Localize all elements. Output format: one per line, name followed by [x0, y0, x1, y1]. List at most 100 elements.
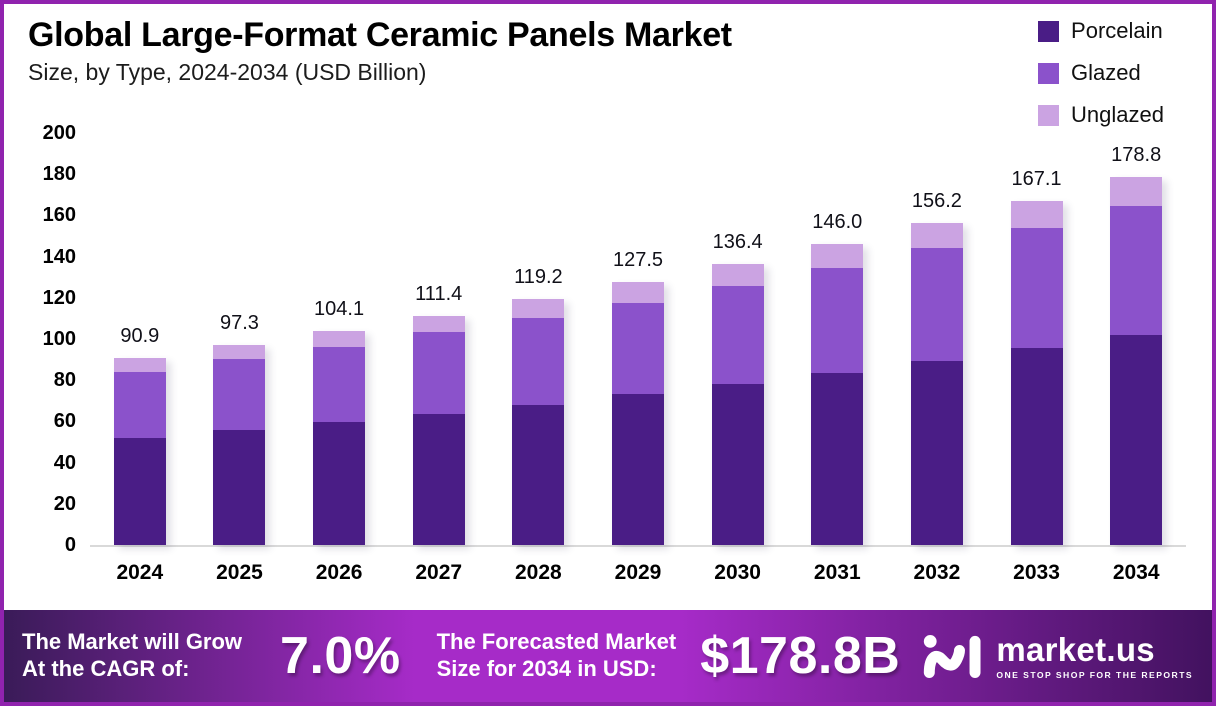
x-axis-tick-label: 2029 [614, 561, 662, 584]
bar-total-label: 90.9 [120, 324, 160, 347]
bar-segment-unglazed [612, 282, 664, 304]
forecast-label-line2: Size for 2034 in USD: [436, 656, 657, 681]
bar-segment-unglazed [412, 315, 465, 333]
y-axis-tick-label: 180 [42, 163, 76, 186]
bar-2027 [412, 315, 465, 545]
x-axis-tick-label: 2028 [515, 561, 562, 584]
bar-total-label: 97.3 [219, 311, 259, 334]
cagr-label-line2: At the CAGR of: [22, 656, 190, 681]
bar-total-label: 146.0 [812, 211, 863, 234]
page-title: Global Large-Format Ceramic Panels Marke… [28, 16, 732, 54]
marketus-logo-icon [924, 634, 981, 678]
bar-segment-glazed [113, 372, 166, 439]
bar-segment-porcelain [113, 438, 166, 545]
bar-segment-glazed [711, 285, 764, 385]
bar-segment-unglazed [512, 299, 565, 318]
legend-item-porcelain: Porcelain [1038, 18, 1164, 44]
brand-logo: market.us ONE STOP SHOP FOR THE REPORTS [922, 631, 1193, 681]
x-axis-tick-label: 2026 [315, 561, 363, 584]
bar-segment-unglazed [711, 264, 764, 286]
bar-total-label: 111.4 [415, 282, 463, 305]
forecast-value: $178.8B [700, 627, 901, 685]
bar-2024 [113, 357, 166, 545]
x-axis-tick-label: 2027 [415, 561, 463, 584]
legend-swatch-unglazed [1038, 104, 1060, 126]
bar-segment-unglazed [811, 244, 864, 268]
footer-banner: The Market will Grow At the CAGR of: 7.0… [4, 610, 1212, 702]
bar-total-label: 167.1 [1011, 167, 1062, 190]
y-axis-tick-label: 20 [53, 492, 76, 515]
y-axis-tick-label: 40 [53, 451, 76, 474]
x-axis-tick-label: 2024 [116, 561, 164, 584]
bar-segment-porcelain [1110, 335, 1163, 545]
page-subtitle: Size, by Type, 2024-2034 (USD Billion) [28, 58, 427, 85]
stacked-bar-chart: 0 20 40 60 80 100 120 140 160 180 200 90.9 2024 97.3 2… [20, 118, 1200, 598]
y-axis-tick-label: 60 [53, 410, 76, 433]
bar-total-label: 156.2 [911, 190, 962, 213]
brand-tagline: ONE STOP SHOP FOR THE REPORTS [996, 669, 1194, 680]
legend: Porcelain Glazed Unglazed [1038, 18, 1164, 144]
bar-2033 [1010, 200, 1063, 545]
bar-segment-porcelain [412, 414, 465, 545]
y-axis-tick-label: 120 [42, 286, 76, 309]
legend-label-glazed: Glazed [1071, 60, 1141, 85]
legend-label-porcelain: Porcelain [1071, 18, 1163, 43]
bar-segment-porcelain [612, 394, 664, 545]
bar-2031 [811, 244, 864, 545]
bar-2025 [213, 344, 266, 545]
bar-segment-glazed [910, 248, 963, 362]
bar-segment-unglazed [1010, 200, 1063, 228]
y-axis-tick-label: 80 [53, 369, 76, 392]
x-axis-line [90, 545, 1186, 547]
bar-total-label: 127.5 [612, 249, 664, 272]
legend-swatch-glazed [1038, 62, 1060, 84]
y-axis-tick-label: 100 [42, 328, 76, 350]
bar-total-label: 119.2 [514, 266, 563, 289]
bar-segment-porcelain [711, 384, 764, 545]
x-axis-tick-label: 2033 [1013, 561, 1060, 584]
bar-segment-porcelain [313, 421, 366, 545]
legend-item-unglazed: Unglazed [1038, 102, 1164, 128]
x-axis-tick-label: 2034 [1112, 561, 1160, 584]
header: Global Large-Format Ceramic Panels Marke… [28, 14, 732, 86]
bar-segment-glazed [313, 347, 366, 422]
bar-total-label: 136.4 [712, 231, 763, 254]
legend-label-unglazed: Unglazed [1071, 102, 1164, 127]
bar-segment-glazed [811, 267, 864, 374]
bar-segment-glazed [1110, 205, 1163, 336]
bar-2028 [512, 299, 565, 545]
bar-2026 [313, 330, 366, 545]
bar-segment-porcelain [910, 361, 963, 545]
cagr-value: 7.0% [280, 627, 401, 685]
bar-segment-glazed [512, 317, 565, 405]
bar-segment-unglazed [1110, 176, 1163, 206]
bar-segment-glazed [612, 303, 664, 395]
bar-2032 [910, 223, 963, 545]
bar-segment-unglazed [213, 344, 266, 360]
bar-segment-unglazed [113, 357, 166, 373]
bar-segment-unglazed [910, 223, 963, 249]
bar-segment-glazed [412, 332, 465, 415]
bar-segment-porcelain [213, 430, 266, 545]
x-axis-tick-label: 2030 [714, 561, 761, 584]
bar-2034 [1110, 176, 1163, 545]
bar-segment-porcelain [512, 404, 565, 545]
y-axis-tick-label: 140 [42, 245, 76, 268]
bar-segment-glazed [1010, 227, 1063, 349]
legend-item-glazed: Glazed [1038, 60, 1164, 86]
bar-segment-unglazed [313, 330, 366, 348]
y-axis-tick-label: 200 [42, 122, 76, 144]
bar-total-label: 104.1 [314, 297, 365, 320]
forecast-label: The Forecasted Market Size for 2034 in U… [437, 629, 677, 683]
x-axis-tick-label: 2025 [216, 561, 263, 584]
cagr-label-line1: The Market will Grow [22, 629, 243, 655]
brand-text: market.us ONE STOP SHOP FOR THE REPORTS [996, 633, 1193, 680]
bar-total-label: 178.8 [1111, 143, 1162, 166]
legend-swatch-porcelain [1038, 20, 1060, 42]
x-axis-tick-label: 2031 [813, 561, 861, 584]
bar-segment-porcelain [811, 373, 864, 545]
y-axis-tick-label: 160 [42, 204, 76, 227]
forecast-label-line1: The Forecasted Market [436, 629, 677, 655]
y-axis-tick-label: 0 [64, 534, 76, 556]
